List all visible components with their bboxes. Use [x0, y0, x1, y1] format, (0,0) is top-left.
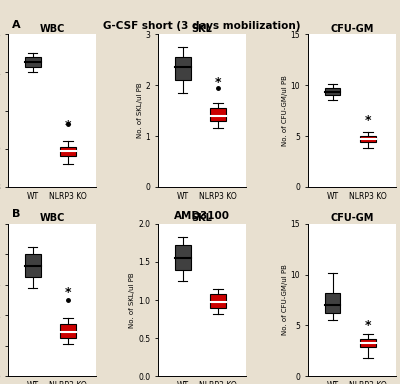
FancyBboxPatch shape — [25, 254, 41, 277]
Title: CFU-GM: CFU-GM — [330, 23, 374, 33]
Title: WBC: WBC — [40, 213, 65, 223]
Text: A: A — [12, 20, 20, 30]
Y-axis label: No. of CFU-GM/ul PB: No. of CFU-GM/ul PB — [282, 265, 288, 336]
Text: *: * — [364, 114, 371, 127]
Title: CFU-GM: CFU-GM — [330, 213, 374, 223]
Title: SKL: SKL — [192, 213, 212, 223]
Text: *: * — [65, 286, 71, 299]
Text: *: * — [364, 319, 371, 332]
Y-axis label: No. of CFU-GM/ul PB: No. of CFU-GM/ul PB — [282, 75, 288, 146]
FancyBboxPatch shape — [210, 108, 226, 121]
FancyBboxPatch shape — [360, 339, 376, 347]
FancyBboxPatch shape — [175, 57, 190, 80]
Text: AMD3100: AMD3100 — [174, 211, 230, 221]
Text: B: B — [12, 209, 20, 219]
Title: WBC: WBC — [40, 23, 65, 33]
Y-axis label: No. of SKL/ul PB: No. of SKL/ul PB — [137, 83, 143, 138]
Text: *: * — [215, 76, 221, 89]
Text: G-CSF short (3 days mobilization): G-CSF short (3 days mobilization) — [103, 22, 301, 31]
FancyBboxPatch shape — [324, 88, 340, 95]
Y-axis label: No. of SKL/ul PB: No. of SKL/ul PB — [129, 272, 135, 328]
Title: SKL: SKL — [192, 23, 212, 33]
FancyBboxPatch shape — [210, 294, 226, 308]
FancyBboxPatch shape — [324, 293, 340, 313]
FancyBboxPatch shape — [25, 57, 41, 67]
Text: *: * — [65, 119, 71, 132]
FancyBboxPatch shape — [175, 245, 190, 270]
FancyBboxPatch shape — [60, 324, 76, 338]
FancyBboxPatch shape — [360, 136, 376, 142]
FancyBboxPatch shape — [60, 147, 76, 156]
